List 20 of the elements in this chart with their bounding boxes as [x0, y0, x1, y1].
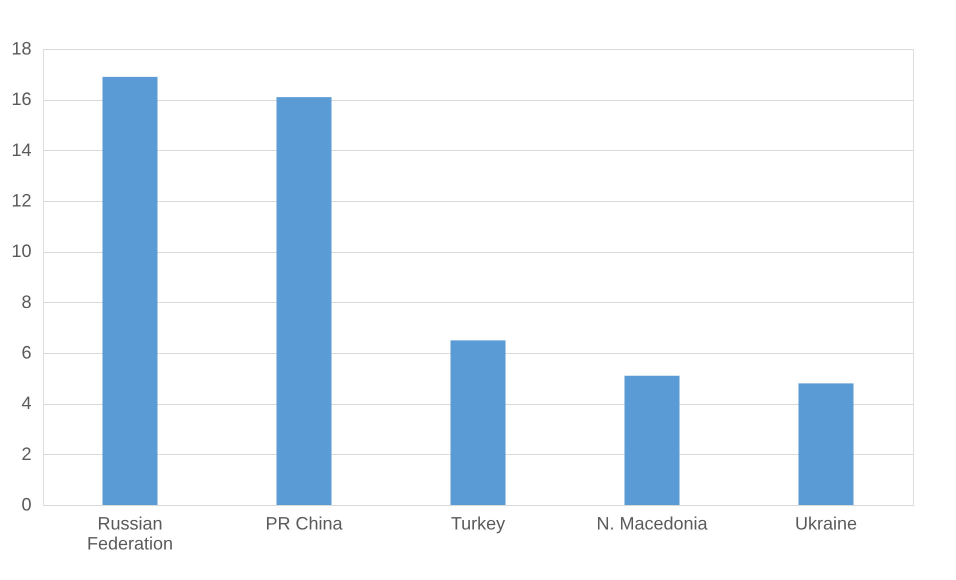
bar — [102, 76, 158, 505]
x-tick-label: Ukraine — [794, 514, 858, 534]
y-tick-label: 6 — [21, 342, 32, 362]
y-tick-label: 4 — [21, 393, 32, 414]
x-tick-label: N. Macedonia — [596, 514, 709, 534]
x-tick-label: Russian Federation — [86, 514, 174, 554]
y-tick-label: 2 — [21, 444, 32, 464]
bar — [798, 383, 854, 505]
y-tick-label: 0 — [21, 494, 32, 514]
x-tick-label: PR China — [265, 514, 344, 534]
y-tick-label: 8 — [21, 292, 32, 312]
y-tick-label: 18 — [11, 38, 32, 58]
bar — [276, 97, 332, 505]
y-tick-label: 10 — [11, 241, 32, 262]
y-tick-label: 16 — [11, 89, 32, 110]
bar — [624, 376, 680, 505]
y-tick-label: 12 — [11, 190, 32, 210]
x-tick-label: Turkey — [450, 514, 506, 534]
bar — [450, 340, 506, 505]
y-tick-label: 14 — [11, 140, 32, 160]
